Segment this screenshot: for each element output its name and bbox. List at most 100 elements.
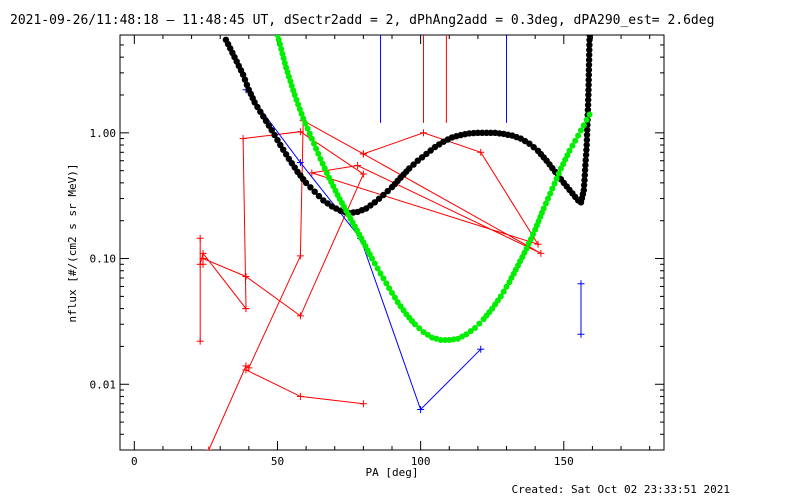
curve-dot	[586, 51, 593, 59]
curve-dot	[555, 170, 562, 177]
curve-dot	[375, 195, 383, 202]
curve-dot	[281, 60, 288, 66]
curve-dot	[383, 280, 390, 287]
curve-dot	[584, 101, 592, 109]
curve-dot	[262, 117, 270, 125]
curve-dot	[553, 175, 560, 182]
curve-dot	[572, 137, 579, 144]
data-point-plus	[296, 252, 304, 260]
curve-dot	[472, 325, 478, 331]
created-timestamp: Created: Sat Oct 02 23:33:51 2021	[511, 483, 730, 496]
series-line	[199, 131, 365, 342]
curve-dot	[384, 187, 391, 195]
curve-dot	[271, 131, 278, 139]
curve-dot	[583, 116, 590, 123]
curve-dot	[296, 106, 303, 113]
data-point-plus	[577, 280, 585, 288]
curve-dot	[585, 96, 592, 104]
curve-dot	[321, 165, 328, 172]
curve-dot	[277, 141, 284, 149]
x-tick-label: 100	[411, 455, 431, 468]
curve-dot	[586, 111, 593, 118]
curve-dot	[241, 76, 249, 83]
curve-dot	[582, 156, 589, 164]
curve-dot	[284, 69, 291, 76]
curve-dot	[411, 321, 418, 328]
curve-dot	[545, 195, 551, 202]
data-point-plus	[359, 170, 367, 178]
data-point-plus	[534, 240, 542, 248]
curve-dot	[523, 245, 530, 252]
curve-dot	[278, 46, 285, 52]
data-point-plus	[419, 129, 427, 137]
curve-dot	[527, 236, 534, 243]
curve-dot	[420, 329, 427, 336]
y-tick-label: 0.01	[90, 378, 117, 391]
data-point-plus	[577, 330, 585, 338]
curve-dot	[530, 231, 536, 238]
curve-dot	[380, 191, 387, 199]
data-point-plus	[242, 366, 250, 374]
curve-dot	[463, 331, 470, 338]
curve-dot	[575, 132, 582, 139]
x-axis-label: PA [deg]	[366, 466, 419, 479]
curve-dot	[416, 325, 423, 332]
curve-dot	[542, 200, 549, 207]
curve-dot	[260, 113, 267, 120]
curve-dot	[585, 71, 592, 79]
curve-dot	[280, 146, 287, 153]
data-point-plus	[239, 135, 247, 143]
curve-dot	[300, 115, 307, 122]
curve-dot	[503, 283, 510, 290]
curve-dot	[585, 91, 592, 99]
curve-dot	[549, 185, 556, 192]
curve-dot	[586, 41, 593, 49]
curve-dot	[287, 78, 294, 85]
curve-dot	[500, 288, 507, 295]
curve-dot	[583, 131, 591, 139]
axes: 0 50 100 150 0.01 0.10 1.00	[90, 34, 664, 468]
series-line	[245, 369, 364, 405]
curve-dot	[585, 86, 592, 94]
curve-dot	[380, 275, 387, 282]
curve-dot	[295, 101, 302, 108]
curve-dot	[282, 151, 290, 158]
curve-dot	[586, 46, 593, 54]
curve-dot	[580, 122, 587, 129]
curve-dot	[302, 179, 310, 187]
data-point-plus	[205, 446, 213, 450]
curve-dot	[585, 66, 593, 74]
curve-dot	[583, 141, 590, 149]
curve-dot	[279, 50, 286, 57]
curve-dot	[275, 36, 282, 43]
data-point-plus	[308, 169, 316, 177]
curve-dot	[276, 41, 283, 48]
curve-dot	[374, 265, 381, 272]
chart-title: 2021-09-26/11:48:18 – 11:48:45 UT, dSect…	[10, 13, 714, 28]
curve-dot	[283, 64, 290, 71]
curve-dot	[580, 186, 587, 194]
curve-dot	[566, 147, 573, 154]
curve-dot	[530, 144, 537, 151]
curve-dot	[583, 146, 590, 154]
plot-frame	[119, 34, 665, 451]
curve-dot	[423, 150, 430, 158]
curve-dot	[239, 71, 247, 78]
curve-dot	[580, 181, 588, 189]
curve-dot	[410, 161, 417, 168]
curve-dot	[243, 81, 251, 89]
data-point-plus	[199, 260, 207, 268]
curve-dot	[313, 145, 320, 152]
curve-dot	[581, 166, 589, 174]
data-point-plus	[354, 161, 362, 169]
curve-dot	[274, 136, 281, 144]
x-tick-label: 150	[554, 455, 574, 468]
curve-dot	[424, 331, 431, 338]
curve-dot	[311, 188, 318, 195]
curve-dot	[581, 176, 588, 184]
curve-dot	[265, 122, 273, 129]
curve-dot	[583, 136, 591, 144]
curve-dot	[437, 337, 444, 343]
data-point-plus	[537, 249, 545, 257]
curve-dot	[293, 96, 300, 103]
